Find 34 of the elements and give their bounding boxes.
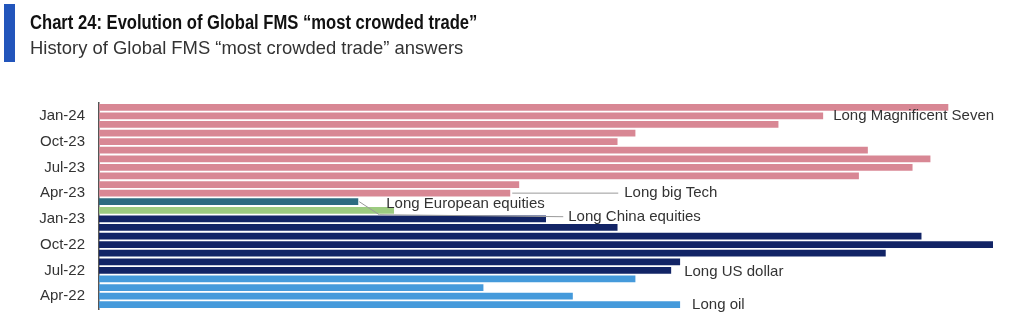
annotation: Long US dollar xyxy=(684,261,784,279)
y-tick-label: Apr-22 xyxy=(39,286,85,304)
bar xyxy=(99,129,636,137)
chart-title: Chart 24: Evolution of Global FMS “most crowded trade” xyxy=(30,10,478,34)
bar xyxy=(99,181,520,188)
bar xyxy=(99,301,681,309)
bar xyxy=(99,164,913,171)
y-tick-label: Jul-22 xyxy=(44,260,85,278)
bar xyxy=(99,267,672,274)
bar xyxy=(99,112,824,120)
bar xyxy=(99,172,859,180)
y-tick-label: Apr-23 xyxy=(39,183,85,201)
bar xyxy=(99,292,573,300)
y-tick-label: Jan-24 xyxy=(39,106,85,124)
annotation: Long European equities xyxy=(386,193,545,211)
y-tick-label: Jan-23 xyxy=(39,209,85,227)
bar xyxy=(99,121,779,128)
bar xyxy=(99,232,922,240)
bar xyxy=(99,284,484,291)
y-tick-label: Oct-23 xyxy=(39,131,85,149)
y-tick-label: Oct-22 xyxy=(39,234,85,252)
bar xyxy=(99,189,511,197)
annotation: Long oil xyxy=(692,294,745,312)
bar xyxy=(99,224,618,231)
bar xyxy=(99,198,359,206)
annotation: Long Magnificent Seven xyxy=(833,106,995,124)
bar xyxy=(99,138,618,145)
annotation: Long big Tech xyxy=(624,183,718,201)
bar xyxy=(99,275,636,283)
y-tick-label: Jul-23 xyxy=(44,157,85,175)
bar xyxy=(99,103,949,111)
bar xyxy=(99,241,993,248)
chart-subtitle: History of Global FMS “most crowded trade” answers xyxy=(30,37,464,59)
annotation: Long China equities xyxy=(568,206,701,224)
